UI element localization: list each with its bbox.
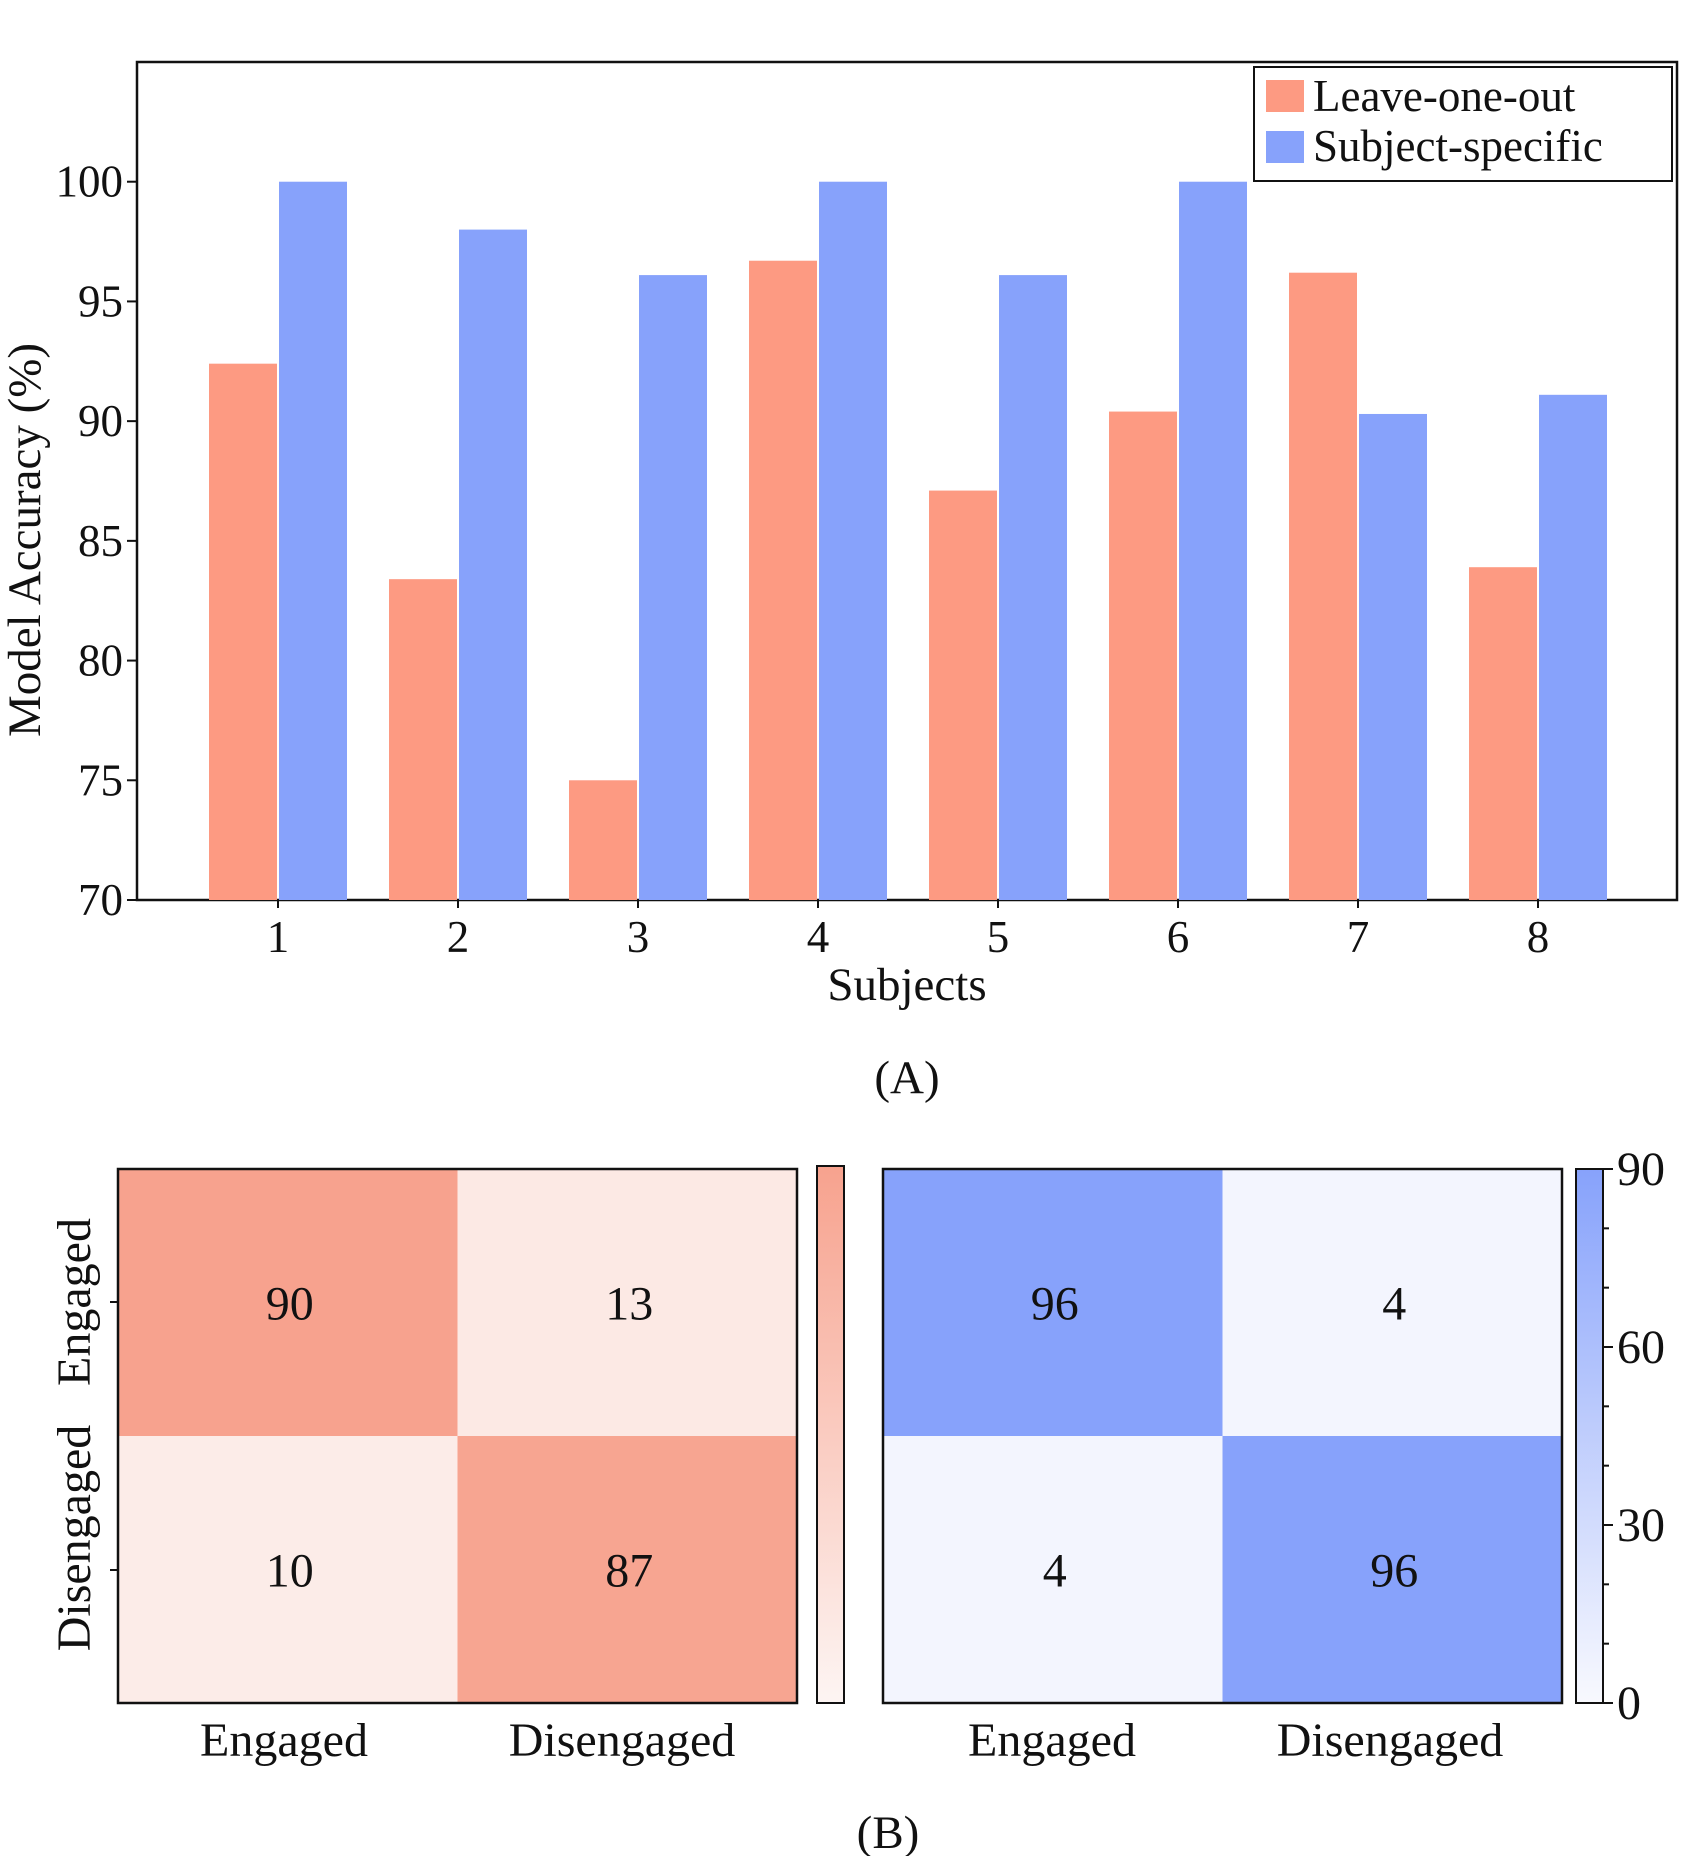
legend: Leave-one-out Subject-specific xyxy=(1253,66,1673,182)
bar-leave-one-out-7 xyxy=(1289,272,1357,900)
confusion-matrix-leave-one-out: 90 13 10 87 Engaged Disengaged Engaged Dise… xyxy=(48,1165,845,1767)
cm-right-cell-0-1 xyxy=(1222,1169,1562,1436)
cm-right-cell-1-0 xyxy=(883,1436,1223,1703)
bar-leave-one-out-1 xyxy=(209,363,277,900)
bar-leave-one-out-5 xyxy=(929,490,997,900)
bar-leave-one-out-3 xyxy=(569,780,637,900)
cm-left-cell-1-1 xyxy=(457,1436,797,1703)
x-tick-label-4: 4 xyxy=(807,912,830,962)
x-tick-label-5: 5 xyxy=(987,912,1010,962)
y-tick-label-75: 75 xyxy=(78,755,123,805)
cm-right-cell-0-0 xyxy=(883,1169,1223,1436)
panel-label-a: (A) xyxy=(874,1052,939,1104)
colorbar-tick-label-90: 90 xyxy=(1617,1143,1665,1196)
x-axis-ticks: 1 2 3 4 5 6 7 8 xyxy=(267,900,1550,962)
bar-leave-one-out-2 xyxy=(389,579,457,900)
colorbar-tick-label-60: 60 xyxy=(1617,1321,1665,1374)
x-tick-label-8: 8 xyxy=(1527,912,1550,962)
cm-right-cell-value-0-0: 96 xyxy=(1031,1278,1079,1331)
panel-label-b: (B) xyxy=(857,1807,920,1856)
confusion-matrix-subject-specific: 96 4 4 96 Engaged Disengaged 0 30 60 90 xyxy=(881,1143,1665,1767)
x-tick-label-1: 1 xyxy=(267,912,290,962)
cm-right-cell-1-1 xyxy=(1222,1436,1562,1703)
cm-left-cells: 90 13 10 87 xyxy=(118,1169,797,1703)
y-tick-label-100: 100 xyxy=(56,157,124,207)
bar-subject-specific-2 xyxy=(459,229,527,901)
cm-left-col-label-engaged: Engaged xyxy=(200,1714,368,1767)
y-tick-label-85: 85 xyxy=(78,516,123,566)
y-axis-title: Model Accuracy (%) xyxy=(0,343,51,737)
cm-left-cell-value-0-0: 90 xyxy=(266,1278,314,1331)
bar-leave-one-out-6 xyxy=(1109,411,1177,900)
bar-subject-specific-5 xyxy=(999,275,1067,900)
y-tick-label-90: 90 xyxy=(78,396,123,446)
legend-frame xyxy=(1253,66,1673,182)
cm-right-cell-value-1-0: 4 xyxy=(1043,1545,1067,1598)
cm-left-cell-1-0 xyxy=(118,1436,458,1703)
colorbar-tick-label-0: 0 xyxy=(1617,1677,1641,1730)
y-tick-label-80: 80 xyxy=(78,636,123,686)
x-tick-label-3: 3 xyxy=(627,912,650,962)
y-axis-ticks: 70 75 80 85 90 95 100 xyxy=(56,157,137,925)
bar-subject-specific-7 xyxy=(1359,413,1427,900)
legend-label-leave-one-out: Leave-one-out xyxy=(1313,71,1576,121)
cm-left-cell-value-0-1: 13 xyxy=(605,1278,653,1331)
bar-leave-one-out-4 xyxy=(749,260,817,900)
bar-subject-specific-4 xyxy=(819,181,887,900)
cm-right-col-label-disengaged: Disengaged xyxy=(1277,1714,1504,1767)
cm-left-frame xyxy=(116,1167,799,1705)
cm-left-cell-value-1-1: 87 xyxy=(605,1545,653,1598)
cm-right-cells: 96 4 4 96 xyxy=(883,1169,1562,1703)
cm-left-cell-value-1-0: 10 xyxy=(266,1545,314,1598)
x-axis-title: Subjects xyxy=(827,959,986,1011)
cm-left-cell-0-1 xyxy=(457,1169,797,1436)
bar-chart: 70 75 80 85 90 95 100 1 2 3 4 5 6 7 8 Model Accuracy … xyxy=(0,60,1679,1104)
cm-right-frame xyxy=(881,1167,1564,1705)
colorbar-tick-label-30: 30 xyxy=(1617,1499,1665,1552)
colorbar-subject-specific xyxy=(1575,1168,1604,1704)
bar-leave-one-out-8 xyxy=(1469,567,1537,900)
cm-left-col-label-disengaged: Disengaged xyxy=(509,1714,736,1767)
cm-right-col-label-engaged: Engaged xyxy=(968,1714,1136,1767)
bar-subject-specific-8 xyxy=(1539,394,1607,900)
cm-right-cell-value-1-1: 96 xyxy=(1370,1545,1418,1598)
bars xyxy=(209,181,1607,901)
bar-subject-specific-1 xyxy=(279,181,347,900)
legend-swatch-leave-one-out xyxy=(1266,80,1304,112)
bar-subject-specific-6 xyxy=(1179,181,1247,900)
cm-left-row-label-disengaged: Disengaged xyxy=(48,1425,101,1652)
x-tick-label-6: 6 xyxy=(1167,912,1190,962)
y-tick-label-95: 95 xyxy=(78,276,123,326)
legend-label-subject-specific: Subject-specific xyxy=(1313,121,1603,171)
cm-left-cell-0-0 xyxy=(118,1169,458,1436)
colorbar-ticks: 0 30 60 90 xyxy=(1603,1143,1665,1730)
cm-right-cell-value-0-1: 4 xyxy=(1382,1278,1406,1331)
cm-left-row-label-engaged: Engaged xyxy=(48,1218,101,1386)
plot-frame xyxy=(135,60,1679,902)
bar-subject-specific-3 xyxy=(639,275,707,900)
colorbar-leave-one-out xyxy=(816,1165,845,1704)
y-tick-label-70: 70 xyxy=(78,875,123,925)
legend-swatch-subject-specific xyxy=(1266,131,1304,163)
x-tick-label-2: 2 xyxy=(447,912,470,962)
x-tick-label-7: 7 xyxy=(1347,912,1370,962)
